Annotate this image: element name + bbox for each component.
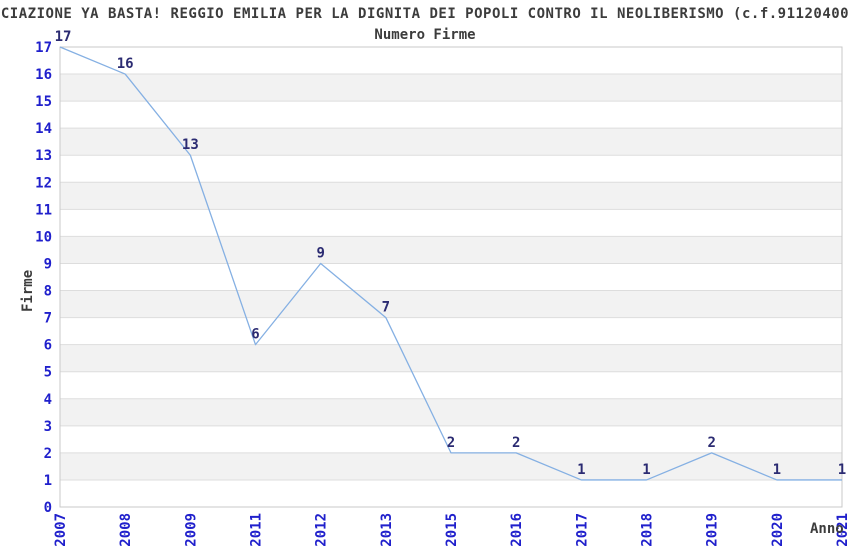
grid-band bbox=[60, 452, 842, 480]
point-label: 1 bbox=[773, 462, 781, 478]
y-tick-label: 12 bbox=[35, 175, 52, 191]
x-tick-label: 2013 bbox=[379, 513, 395, 547]
grid-band bbox=[60, 128, 842, 156]
grid-band bbox=[60, 344, 842, 372]
point-label: 7 bbox=[382, 300, 390, 316]
y-tick-label: 8 bbox=[44, 284, 52, 300]
x-tick-label: 2020 bbox=[770, 513, 786, 547]
point-label: 16 bbox=[117, 56, 134, 72]
x-tick-label: 2016 bbox=[509, 513, 525, 547]
x-tick-label: 2007 bbox=[53, 513, 69, 547]
data-line bbox=[59, 46, 842, 481]
y-tick-label: 0 bbox=[44, 500, 52, 516]
point-label: 2 bbox=[447, 435, 455, 451]
y-tick-label: 7 bbox=[44, 311, 52, 327]
y-axis-title: Firme bbox=[20, 269, 36, 312]
plot-border bbox=[59, 46, 843, 508]
y-tick-label: 13 bbox=[35, 148, 52, 164]
x-tick-label: 2009 bbox=[183, 513, 199, 547]
y-tick-label: 17 bbox=[35, 40, 52, 56]
x-tick-label: 2012 bbox=[314, 513, 330, 547]
y-tick-label: 5 bbox=[44, 365, 52, 381]
point-label: 6 bbox=[251, 327, 259, 343]
x-tick-label: 2015 bbox=[444, 513, 460, 547]
point-label: 1 bbox=[838, 462, 846, 478]
grid-band bbox=[60, 398, 842, 426]
y-tick-label: 3 bbox=[44, 419, 52, 435]
chart-subtitle: Numero Firme bbox=[374, 27, 476, 43]
x-axis-title: Anno bbox=[810, 521, 844, 537]
y-tick-label: 1 bbox=[44, 473, 52, 489]
y-tick-label: 10 bbox=[35, 229, 52, 245]
x-tick-label: 2019 bbox=[705, 513, 721, 547]
grid-band bbox=[60, 236, 842, 264]
x-tick-label: 2018 bbox=[640, 513, 656, 547]
x-tick-label: 2017 bbox=[574, 513, 590, 547]
y-tick-label: 9 bbox=[44, 256, 52, 272]
point-label: 9 bbox=[316, 245, 324, 261]
grid-band bbox=[60, 74, 842, 102]
point-label: 2 bbox=[512, 435, 520, 451]
y-tick-label: 16 bbox=[35, 67, 52, 83]
point-label: 1 bbox=[642, 462, 650, 478]
y-tick-label: 11 bbox=[35, 202, 52, 218]
x-tick-label: 2011 bbox=[249, 513, 265, 547]
chart-title: CIAZIONE YA BASTA! REGGIO EMILIA PER LA … bbox=[0, 6, 850, 22]
point-label: 17 bbox=[55, 29, 72, 45]
x-tick-label: 2021 bbox=[835, 513, 850, 547]
point-label: 13 bbox=[182, 137, 199, 153]
grid-band bbox=[60, 290, 842, 318]
grid-band bbox=[60, 182, 842, 210]
y-tick-label: 4 bbox=[44, 392, 52, 408]
y-tick-label: 6 bbox=[44, 338, 52, 354]
y-tick-label: 15 bbox=[35, 94, 52, 110]
point-label: 1 bbox=[577, 462, 585, 478]
y-tick-label: 2 bbox=[44, 446, 52, 462]
x-tick-label: 2008 bbox=[118, 513, 134, 547]
y-tick-label: 14 bbox=[35, 121, 52, 137]
point-label: 2 bbox=[707, 435, 715, 451]
